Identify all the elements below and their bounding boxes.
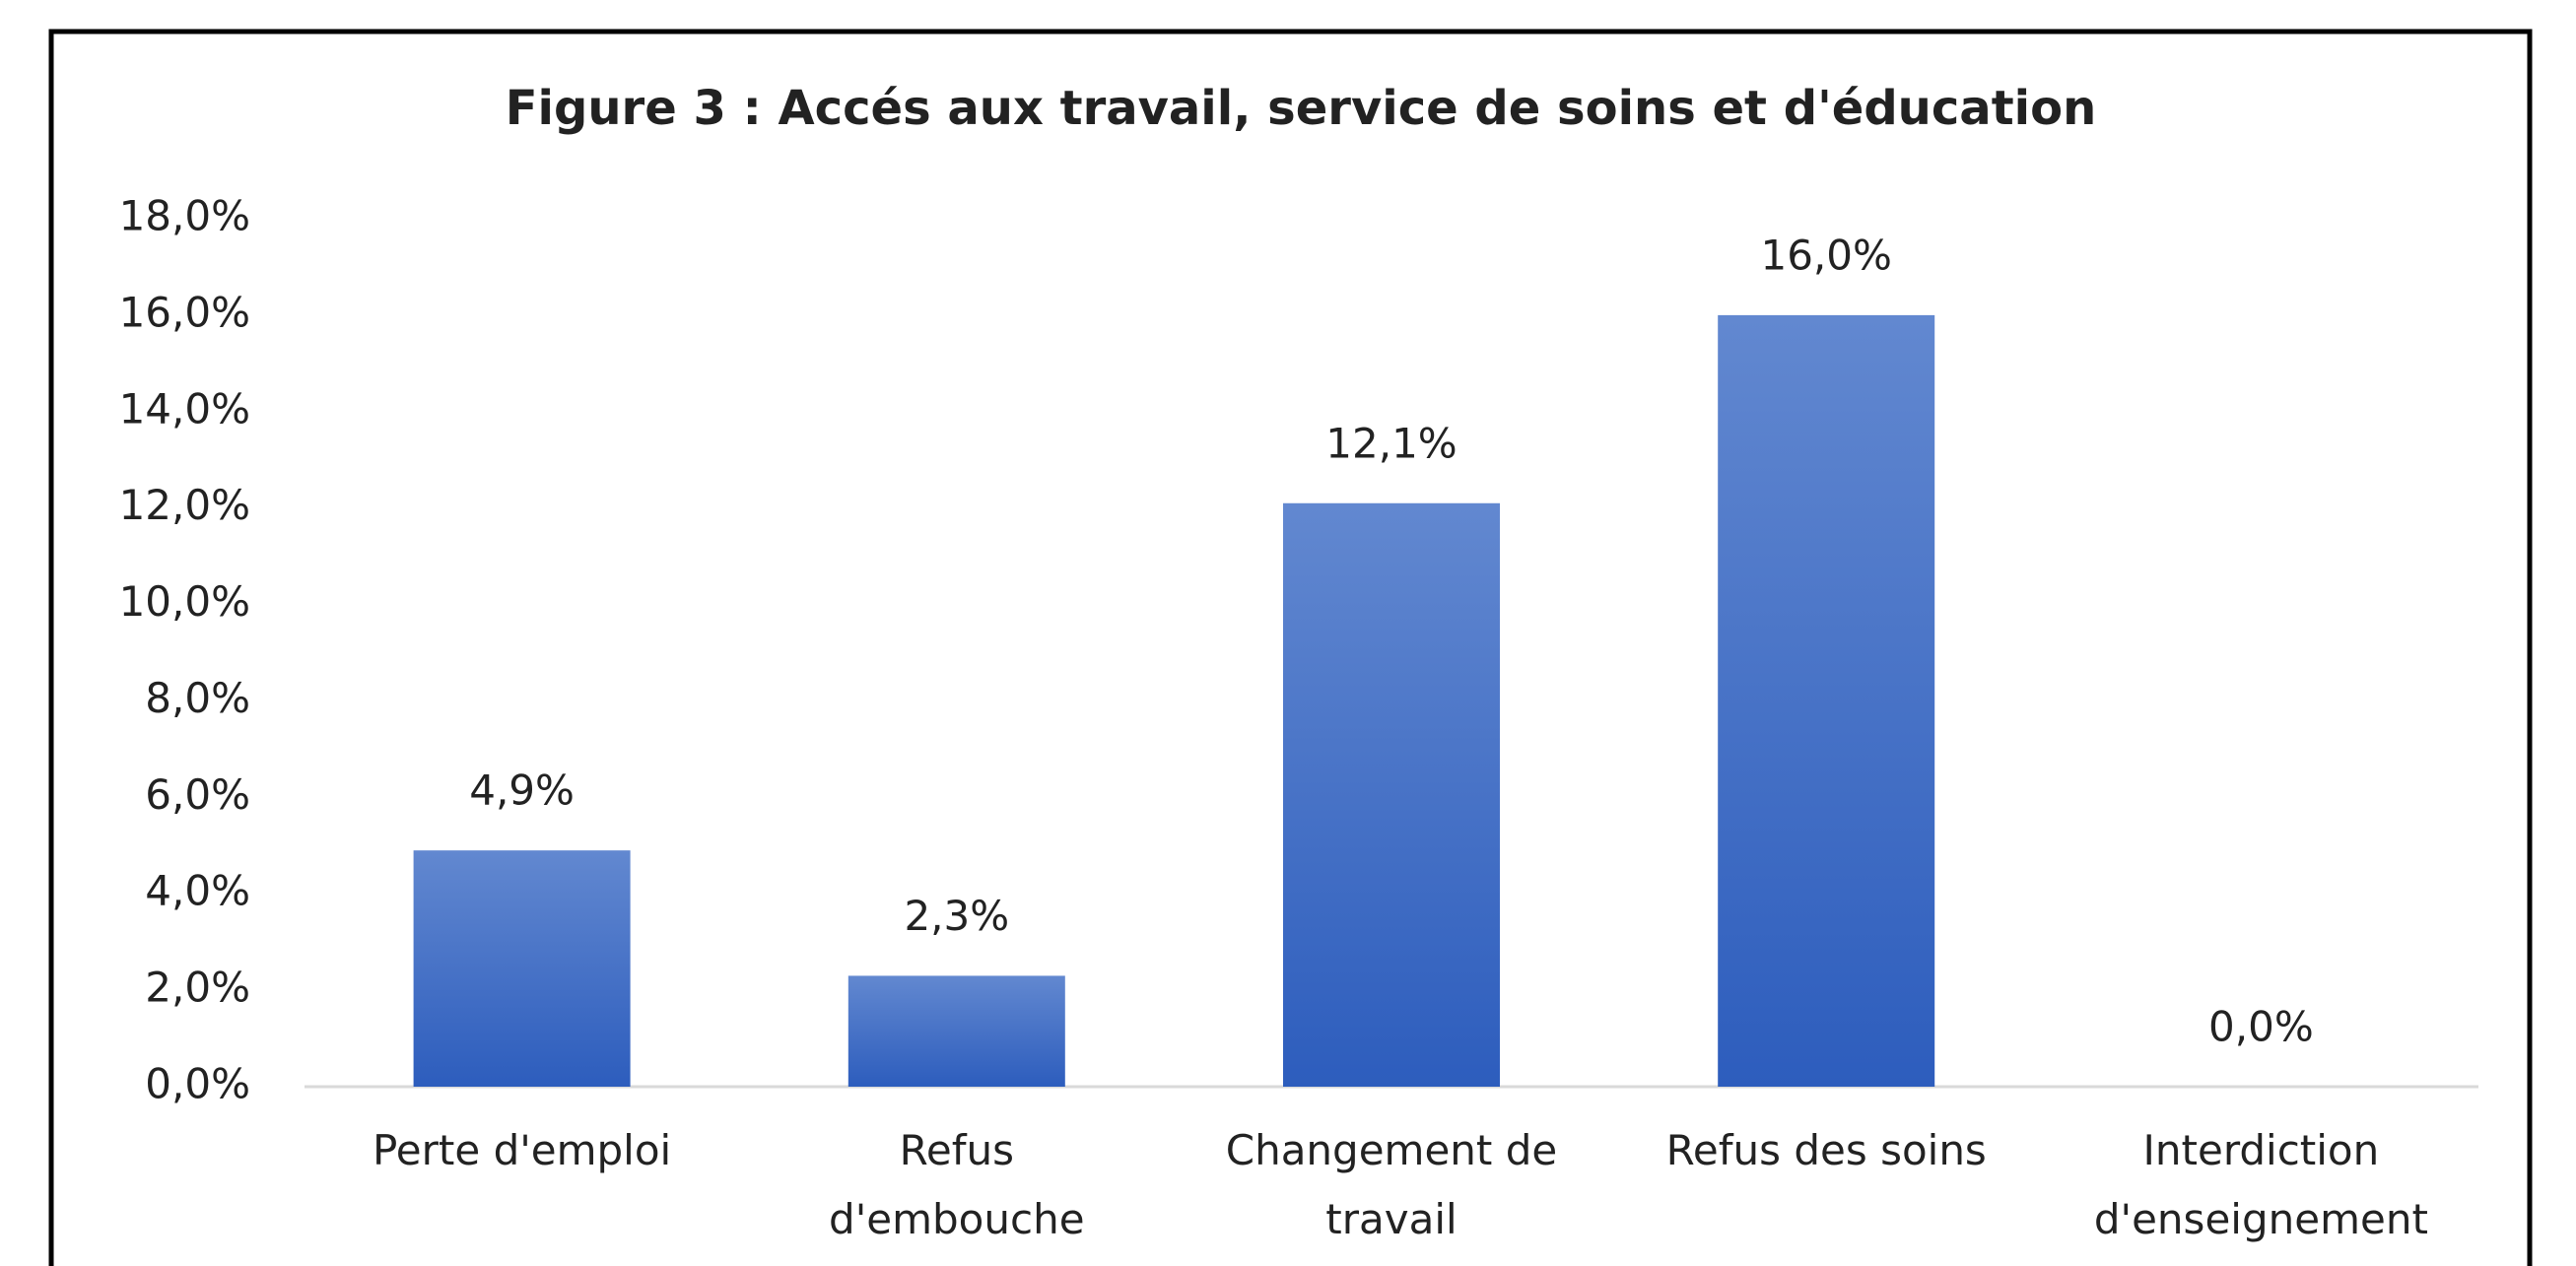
y-tick-label: 8,0%	[145, 674, 250, 722]
y-tick-label: 6,0%	[145, 770, 250, 819]
y-tick-label: 16,0%	[119, 288, 250, 336]
chart-title: Figure 3 : Accés aux travail, service de…	[506, 81, 2096, 136]
y-tick-label: 14,0%	[119, 384, 250, 433]
x-tick-label: Changement de travail	[1226, 1126, 1558, 1243]
y-tick-label: 12,0%	[119, 481, 250, 529]
value-label: 0,0%	[2208, 1003, 2314, 1051]
x-tick-label: Perte d'emploi	[373, 1126, 671, 1174]
value-label: 2,3%	[904, 892, 1009, 940]
y-tick-label: 4,0%	[145, 867, 250, 915]
frame	[48, 29, 2533, 1266]
y-tick-label: 2,0%	[145, 964, 250, 1012]
x-tick-label: Interdiction d'enseignement	[2094, 1126, 2428, 1243]
value-label: 4,9%	[469, 766, 575, 815]
y-tick-label: 0,0%	[145, 1060, 250, 1108]
x-tick-label: Refus des soins	[1666, 1126, 1987, 1174]
bar	[1718, 314, 1935, 1087]
value-label: 12,1%	[1325, 419, 1457, 467]
x-tick-label: Refus d'embouche	[829, 1126, 1085, 1243]
bar	[1283, 502, 1500, 1087]
y-tick-label: 18,0%	[119, 192, 250, 240]
bar	[413, 850, 631, 1087]
value-label: 16,0%	[1760, 231, 1891, 279]
bar	[847, 975, 1065, 1087]
y-tick-label: 10,0%	[119, 577, 250, 626]
